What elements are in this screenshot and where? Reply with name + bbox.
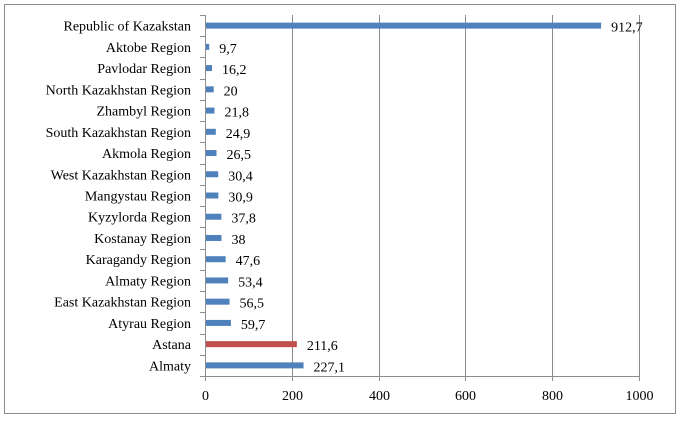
gridlines bbox=[292, 15, 640, 376]
x-tick-labels: 0 200 400 600 800 1000 bbox=[202, 389, 654, 404]
value-label-16: 227,1 bbox=[314, 360, 346, 375]
bar-15 bbox=[205, 341, 297, 348]
value-label-3: 20 bbox=[224, 84, 238, 99]
value-label-11: 47,6 bbox=[236, 254, 260, 269]
value-labels: 912,7 9,7 16,2 20 21,8 24,9 26,5 30,4 30,9 37,8 38… bbox=[219, 21, 642, 376]
bar-11 bbox=[205, 256, 226, 263]
category-label-12: Almaty Region bbox=[105, 274, 191, 289]
category-label-15: Astana bbox=[152, 338, 192, 353]
value-label-13: 56,5 bbox=[240, 297, 265, 312]
value-label-14: 59,7 bbox=[241, 318, 265, 333]
value-label-2: 16,2 bbox=[222, 63, 247, 78]
category-label-5: South Kazakhstan Region bbox=[46, 126, 191, 141]
bar-16 bbox=[205, 362, 304, 369]
category-labels: Republic of Kazakstan Aktobe Region Pavlod… bbox=[46, 20, 192, 375]
bar-4 bbox=[205, 107, 215, 114]
category-label-8: Mangystau Region bbox=[85, 190, 191, 205]
category-label-2: Pavlodar Region bbox=[97, 62, 191, 77]
bar-5 bbox=[205, 128, 216, 135]
value-label-0: 912,7 bbox=[611, 21, 643, 36]
value-label-9: 37,8 bbox=[231, 212, 256, 227]
chart-frame: 912,7 9,7 16,2 20 21,8 24,9 26,5 30,4 30,9 37,8 38… bbox=[4, 4, 676, 414]
x-tick-label-4: 800 bbox=[542, 389, 563, 404]
value-label-4: 21,8 bbox=[224, 106, 249, 121]
value-label-10: 38 bbox=[231, 233, 245, 248]
axes bbox=[200, 15, 640, 381]
bar-9 bbox=[205, 213, 222, 220]
x-tick-label-2: 400 bbox=[369, 389, 390, 404]
bars bbox=[205, 22, 602, 369]
category-label-9: Kyzylorda Region bbox=[88, 211, 191, 226]
category-label-6: Akmola Region bbox=[102, 147, 191, 162]
category-label-14: Atyrau Region bbox=[108, 317, 191, 332]
value-label-8: 30,9 bbox=[228, 191, 253, 206]
category-label-7: West Kazakhstan Region bbox=[51, 168, 191, 183]
value-label-6: 26,5 bbox=[227, 148, 252, 163]
bar-2 bbox=[205, 65, 213, 72]
category-label-11: Karagandy Region bbox=[86, 253, 191, 268]
category-label-1: Aktobe Region bbox=[106, 41, 191, 56]
bar-0 bbox=[205, 22, 602, 29]
bar-1 bbox=[205, 43, 210, 50]
x-tick-label-5: 1000 bbox=[626, 389, 654, 404]
value-label-7: 30,4 bbox=[228, 169, 253, 184]
bar-12 bbox=[205, 277, 229, 284]
category-label-3: North Kazakhstan Region bbox=[46, 83, 191, 98]
category-label-10: Kostanay Region bbox=[94, 232, 191, 247]
bar-8 bbox=[205, 192, 219, 199]
bar-10 bbox=[205, 234, 222, 241]
bar-3 bbox=[205, 86, 214, 93]
category-label-16: Almaty bbox=[149, 359, 191, 374]
bar-13 bbox=[205, 298, 230, 305]
value-label-12: 53,4 bbox=[238, 275, 263, 290]
bar-6 bbox=[205, 150, 217, 157]
x-tick-label-1: 200 bbox=[282, 389, 303, 404]
bar-14 bbox=[205, 319, 231, 326]
bar-chart: 912,7 9,7 16,2 20 21,8 24,9 26,5 30,4 30,9 37,8 38… bbox=[46, 15, 654, 404]
value-label-15: 211,6 bbox=[307, 339, 338, 354]
value-label-1: 9,7 bbox=[219, 42, 237, 57]
category-label-0: Republic of Kazakstan bbox=[63, 20, 191, 35]
category-label-4: Zhambyl Region bbox=[97, 105, 192, 120]
bar-7 bbox=[205, 171, 219, 178]
value-label-5: 24,9 bbox=[226, 127, 251, 142]
x-tick-label-3: 600 bbox=[455, 389, 476, 404]
x-tick-label-0: 0 bbox=[202, 389, 209, 404]
category-label-13: East Kazakhstan Region bbox=[54, 296, 191, 311]
